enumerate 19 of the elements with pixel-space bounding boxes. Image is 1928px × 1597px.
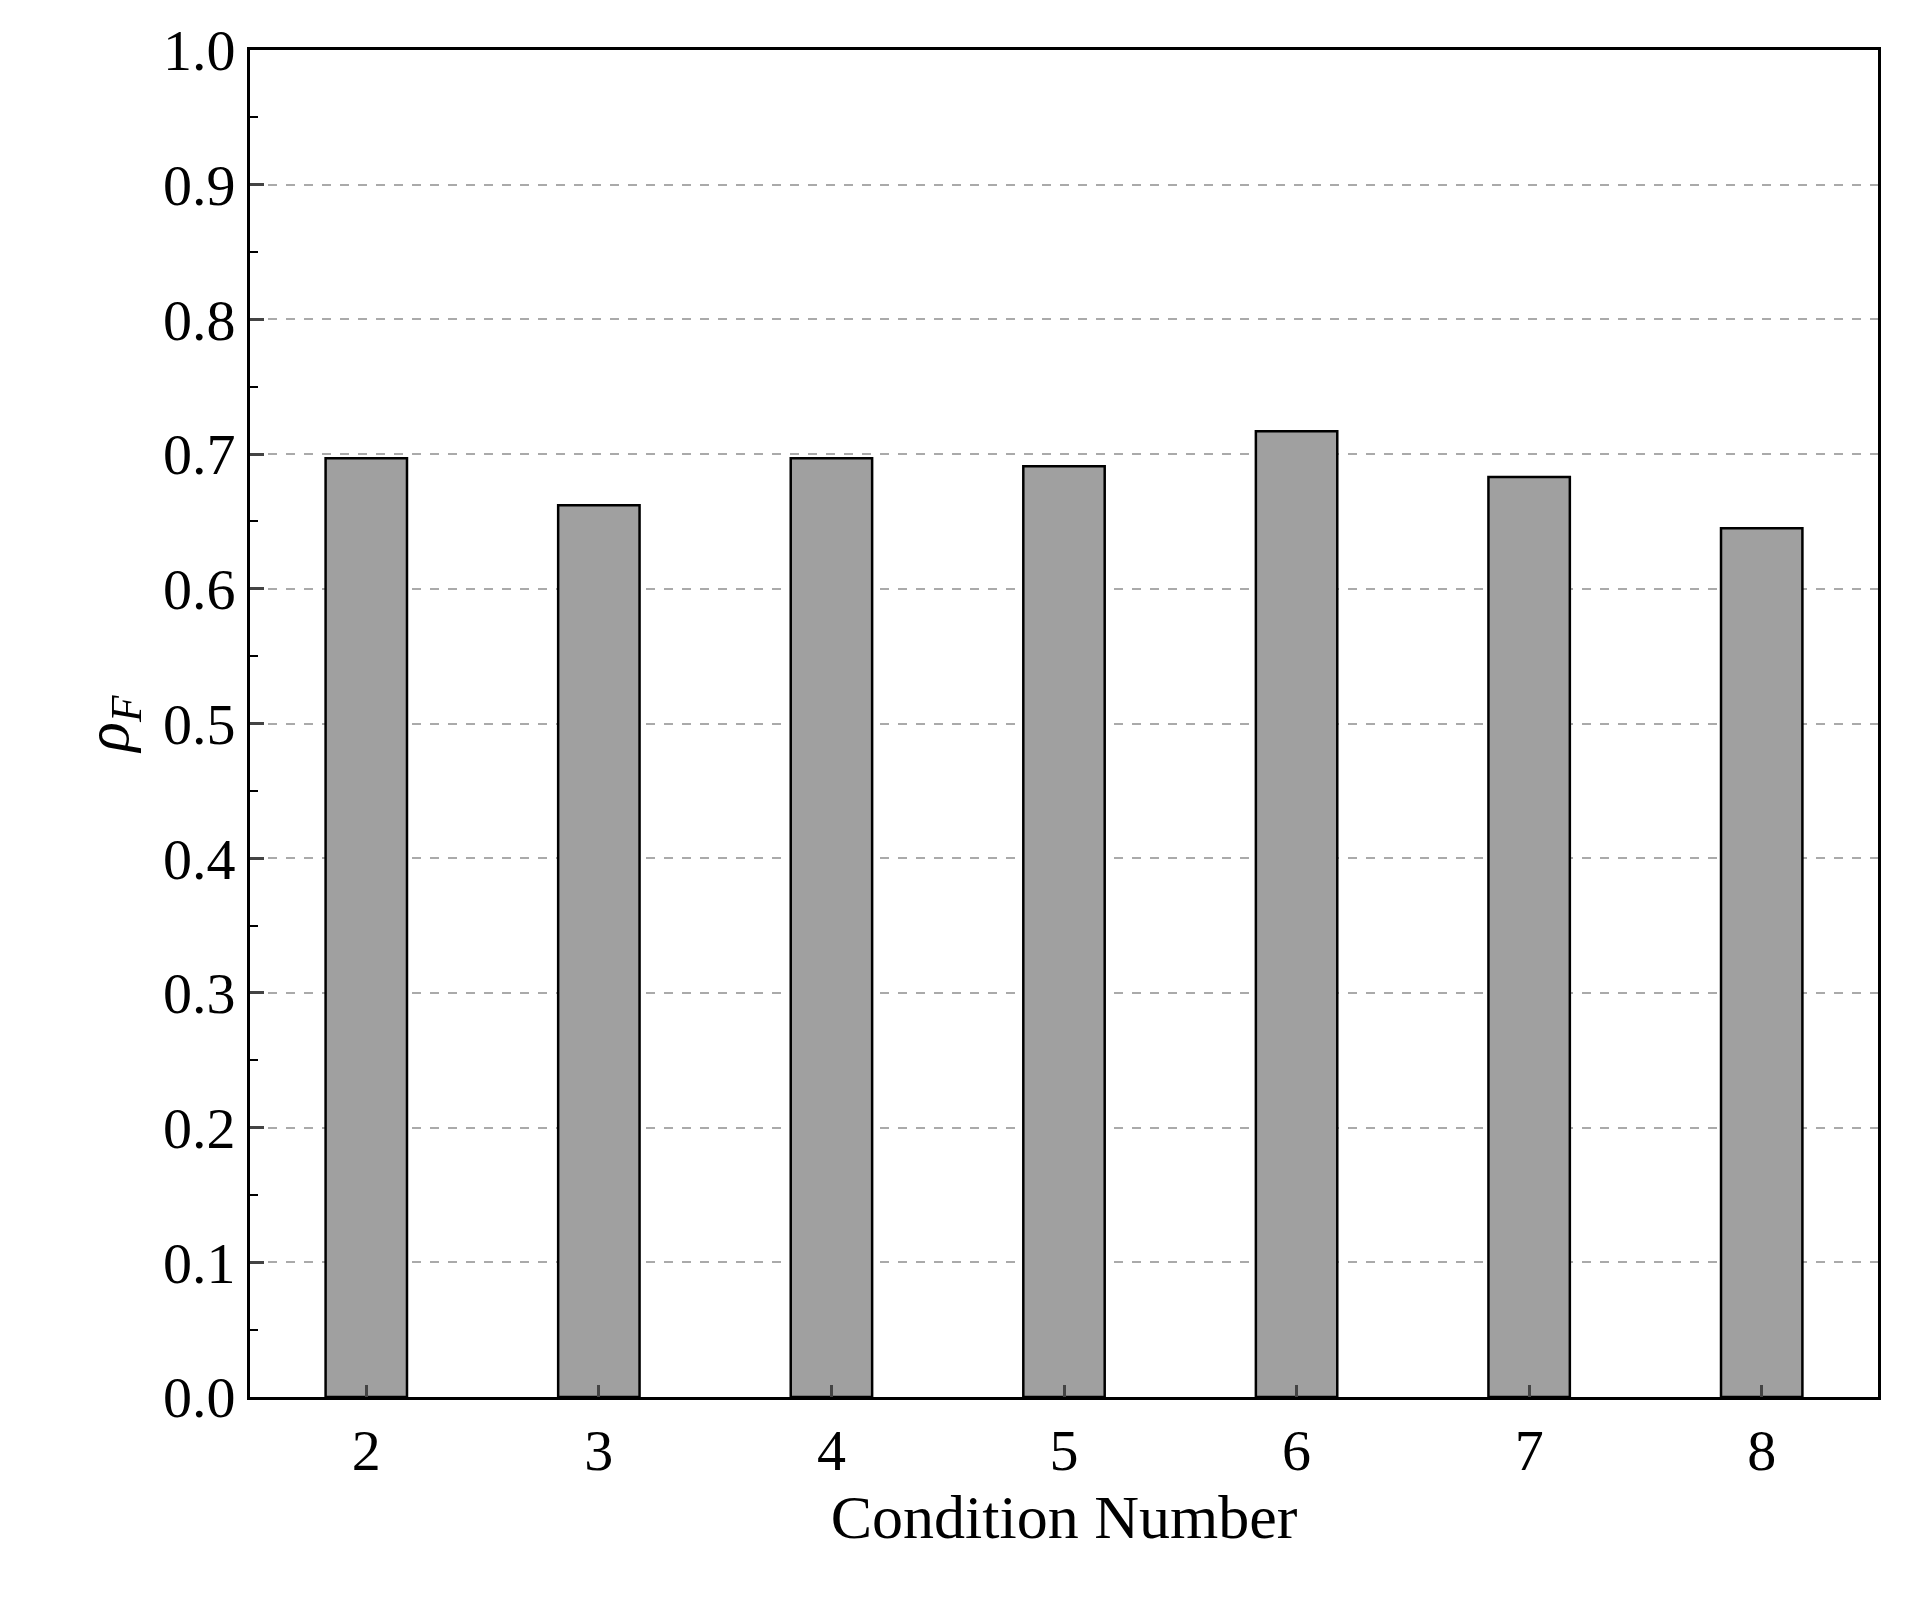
y-tick-label: 0.5 bbox=[162, 691, 236, 757]
x-tick-label: 2 bbox=[351, 1417, 381, 1483]
y-tick-label: 0.7 bbox=[162, 422, 236, 488]
x-tick-label: 6 bbox=[1282, 1417, 1312, 1483]
x-tick-label: 5 bbox=[1049, 1417, 1079, 1483]
y-tick-label: 1.0 bbox=[162, 18, 236, 84]
y-tick-label: 0.4 bbox=[162, 826, 236, 892]
x-axis-title: Condition Number bbox=[830, 1482, 1298, 1551]
y-tick-label: 0.8 bbox=[162, 287, 236, 353]
x-tick-label: 7 bbox=[1514, 1417, 1544, 1483]
x-tick-label: 4 bbox=[816, 1417, 846, 1483]
y-tick-label: 0.2 bbox=[162, 1095, 236, 1161]
y-tick-label: 0.3 bbox=[162, 961, 236, 1027]
x-tick-label: 8 bbox=[1747, 1417, 1777, 1483]
x-tick-label: 3 bbox=[584, 1417, 614, 1483]
y-tick-label: 0.1 bbox=[162, 1230, 236, 1296]
y-tick-label: 0.0 bbox=[162, 1365, 236, 1431]
y-tick-label: 0.6 bbox=[162, 557, 236, 623]
y-tick-label: 0.9 bbox=[162, 153, 236, 218]
